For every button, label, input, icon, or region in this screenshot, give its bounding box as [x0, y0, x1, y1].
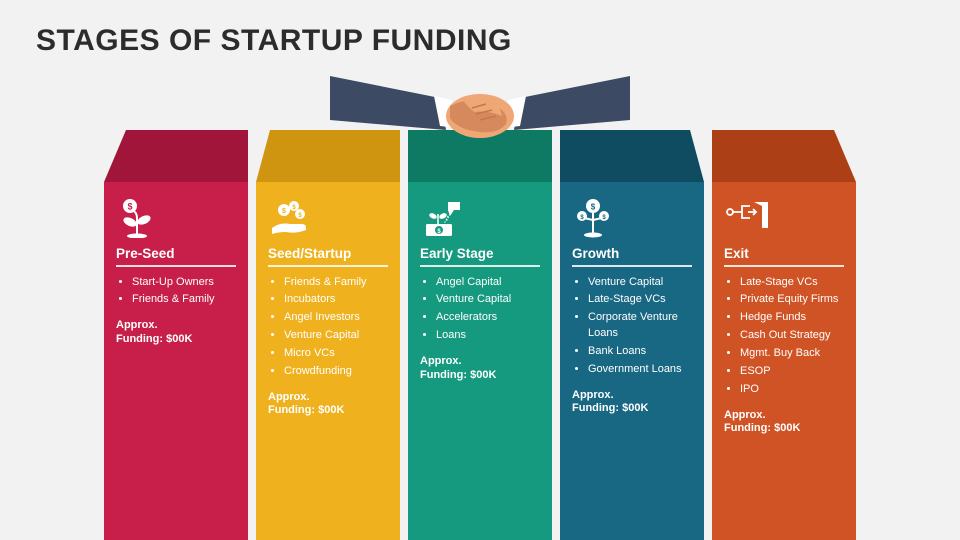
approx-label: Approx. — [268, 390, 388, 404]
divider — [268, 265, 388, 267]
list-item: Start-Up Owners — [132, 275, 236, 291]
hand-coins-icon: $ $ $ — [268, 196, 388, 238]
list-item: Incubators — [284, 292, 388, 308]
approx-value: Funding: $00K — [116, 333, 236, 345]
list-item: Angel Investors — [284, 310, 388, 326]
approx-label: Approx. — [724, 408, 844, 422]
list-item: Angel Capital — [436, 275, 540, 291]
column-body: Exit Late-Stage VCs Private Equity Firms… — [712, 182, 856, 540]
column-top — [712, 130, 856, 182]
stage-column-early: $ Early Stage Angel Capital Venture Capi… — [408, 130, 552, 540]
columns-container: $ Pre-Seed Start-Up Owners Friends & Fam… — [100, 130, 860, 540]
stage-column-seed: $ $ $ Seed/Startup Friends & Family Incu… — [256, 130, 400, 540]
approx-label: Approx. — [116, 318, 236, 332]
stage-title: Early Stage — [420, 246, 540, 261]
column-body: $ $ $ Growth Venture Capital Late-Stage … — [560, 182, 704, 540]
stage-title: Pre-Seed — [116, 246, 236, 261]
divider — [420, 265, 540, 267]
approx-label: Approx. — [572, 388, 692, 402]
stage-title: Exit — [724, 246, 844, 261]
divider — [572, 265, 692, 267]
seedling-money-icon: $ — [116, 196, 236, 238]
approx-label: Approx. — [420, 354, 540, 368]
handshake-icon — [330, 58, 630, 173]
list-item: Loans — [436, 328, 540, 344]
list-item: Friends & Family — [132, 292, 236, 308]
page-title: STAGES OF STARTUP FUNDING — [36, 24, 512, 58]
column-body: $ Early Stage Angel Capital Venture Capi… — [408, 182, 552, 540]
list-item: Venture Capital — [284, 328, 388, 344]
exit-door-icon — [724, 196, 844, 238]
list-item: Government Loans — [588, 362, 692, 378]
column-body: $ Pre-Seed Start-Up Owners Friends & Fam… — [104, 182, 248, 540]
list-item: Bank Loans — [588, 344, 692, 360]
stage-items: Late-Stage VCs Private Equity Firms Hedg… — [724, 275, 844, 401]
approx-value: Funding: $00K — [724, 422, 844, 434]
stage-column-exit: Exit Late-Stage VCs Private Equity Firms… — [712, 130, 856, 540]
list-item: Crowdfunding — [284, 364, 388, 380]
watering-money-icon: $ — [420, 196, 540, 238]
approx-value: Funding: $00K — [268, 404, 388, 416]
list-item: Private Equity Firms — [740, 292, 844, 308]
list-item: Venture Capital — [436, 292, 540, 308]
list-item: Mgmt. Buy Back — [740, 346, 844, 362]
stage-items: Angel Capital Venture Capital Accelerato… — [420, 275, 540, 347]
stage-title: Seed/Startup — [268, 246, 388, 261]
list-item: Corporate Venture Loans — [588, 310, 692, 342]
svg-text:$: $ — [282, 208, 286, 215]
list-item: Late-Stage VCs — [588, 292, 692, 308]
column-top — [104, 130, 248, 182]
list-item: IPO — [740, 382, 844, 398]
list-item: Accelerators — [436, 310, 540, 326]
svg-text:$: $ — [127, 202, 132, 212]
stage-items: Start-Up Owners Friends & Family — [116, 275, 236, 311]
stage-title: Growth — [572, 246, 692, 261]
stage-column-preseed: $ Pre-Seed Start-Up Owners Friends & Fam… — [104, 130, 248, 540]
divider — [116, 265, 236, 267]
approx-value: Funding: $00K — [572, 402, 692, 414]
list-item: Cash Out Strategy — [740, 328, 844, 344]
list-item: Micro VCs — [284, 346, 388, 362]
divider — [724, 265, 844, 267]
list-item: Hedge Funds — [740, 310, 844, 326]
stage-items: Friends & Family Incubators Angel Invest… — [268, 275, 388, 383]
svg-text:$: $ — [591, 203, 596, 212]
list-item: Venture Capital — [588, 275, 692, 291]
approx-value: Funding: $00K — [420, 369, 540, 381]
stage-column-growth: $ $ $ Growth Venture Capital Late-Stage … — [560, 130, 704, 540]
money-tree-icon: $ $ $ — [572, 196, 692, 238]
list-item: Late-Stage VCs — [740, 275, 844, 291]
list-item: Friends & Family — [284, 275, 388, 291]
stage-items: Venture Capital Late-Stage VCs Corporate… — [572, 275, 692, 381]
list-item: ESOP — [740, 364, 844, 380]
column-body: $ $ $ Seed/Startup Friends & Family Incu… — [256, 182, 400, 540]
